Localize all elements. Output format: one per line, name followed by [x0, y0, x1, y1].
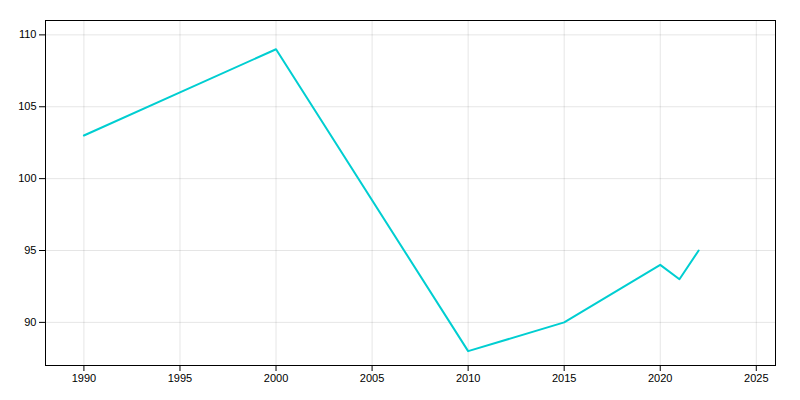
svg-text:95: 95 [24, 244, 36, 256]
svg-text:2025: 2025 [744, 372, 768, 384]
svg-text:1995: 1995 [168, 372, 192, 384]
svg-text:2015: 2015 [552, 372, 576, 384]
svg-text:2000: 2000 [264, 372, 288, 384]
svg-text:105: 105 [18, 100, 36, 112]
svg-text:2020: 2020 [648, 372, 672, 384]
svg-text:1990: 1990 [72, 372, 96, 384]
svg-text:2010: 2010 [456, 372, 480, 384]
svg-text:100: 100 [18, 172, 36, 184]
svg-text:110: 110 [19, 28, 37, 40]
svg-text:2005: 2005 [360, 372, 384, 384]
svg-text:90: 90 [24, 316, 36, 328]
